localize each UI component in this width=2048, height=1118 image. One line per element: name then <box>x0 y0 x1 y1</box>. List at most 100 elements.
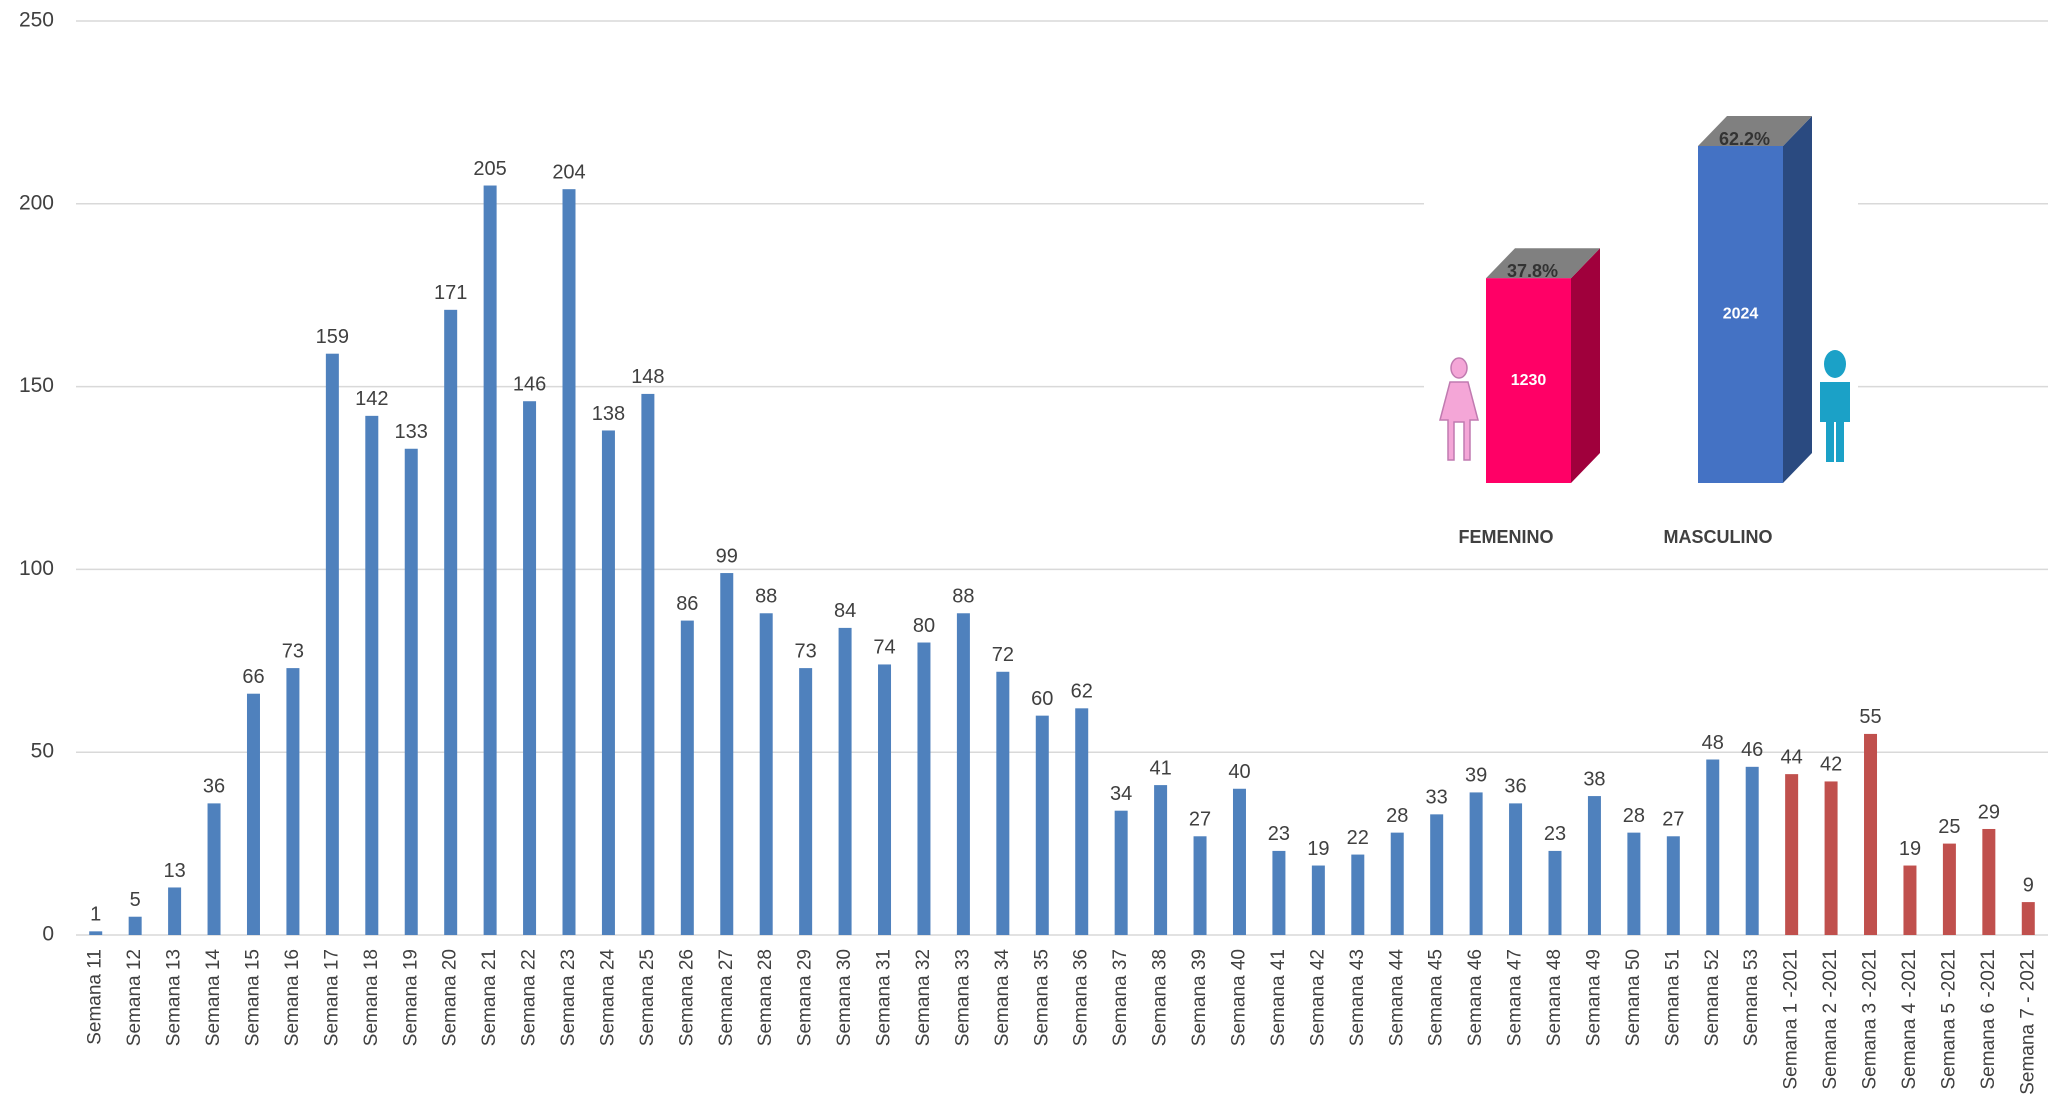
bar <box>562 189 576 935</box>
data-label: 36 <box>203 776 225 798</box>
data-label: 86 <box>676 593 698 615</box>
x-tick-label: Semana 47 <box>1505 949 1526 1046</box>
x-tick-label: Semana 53 <box>1741 949 1762 1046</box>
data-label: 133 <box>395 421 428 443</box>
x-tick-label: Semana 31 <box>874 949 895 1046</box>
data-label: 29 <box>1978 801 2000 823</box>
bar <box>483 185 497 935</box>
share-label: 62.2% <box>1719 129 1770 149</box>
data-label: 2024 <box>1723 306 1759 323</box>
data-label: 28 <box>1623 805 1645 827</box>
data-label: 148 <box>631 366 664 388</box>
bar <box>878 664 892 935</box>
x-tick-label: Semana 28 <box>755 949 776 1046</box>
data-label: 55 <box>1859 706 1881 728</box>
bar <box>89 931 103 935</box>
data-label: 80 <box>913 615 935 637</box>
bar <box>1982 828 1996 935</box>
data-label: 88 <box>952 586 974 608</box>
data-label: 40 <box>1228 761 1250 783</box>
bar <box>444 309 458 936</box>
data-label: 23 <box>1268 823 1290 845</box>
data-label: 5 <box>130 889 141 911</box>
bar <box>1390 832 1404 935</box>
data-label: 36 <box>1504 776 1526 798</box>
bar <box>1706 759 1720 935</box>
x-tick-label: Semana 30 <box>834 949 855 1046</box>
x-tick-label: Semana 27 <box>716 949 737 1046</box>
x-tick-label: Semana 25 <box>637 949 658 1046</box>
data-label: 73 <box>282 640 304 662</box>
bar <box>1075 708 1089 935</box>
bar <box>365 415 379 935</box>
data-label: 39 <box>1465 765 1487 787</box>
data-label: 159 <box>316 326 349 348</box>
data-label: 27 <box>1189 809 1211 831</box>
x-tick-label: Semana 39 <box>1189 949 1210 1046</box>
bar <box>1193 836 1207 935</box>
bar <box>1509 803 1523 935</box>
bar <box>1430 814 1444 935</box>
x-tick-label: Semana 17 <box>321 949 342 1046</box>
data-label: 19 <box>1899 838 1921 860</box>
data-label: 138 <box>592 403 625 425</box>
bar-top <box>1486 248 1600 279</box>
bar <box>246 693 260 935</box>
x-tick-label: Semana 24 <box>597 949 618 1047</box>
x-tick-label: Semana 38 <box>1150 949 1171 1046</box>
data-label: 44 <box>1781 746 1803 768</box>
data-label: 84 <box>834 600 856 622</box>
bar <box>1666 836 1680 935</box>
bar <box>1232 788 1246 935</box>
x-tick-label: Semana 33 <box>952 949 973 1046</box>
x-tick-label: Semana 14 <box>203 949 224 1047</box>
bar <box>1903 865 1917 935</box>
bar-side <box>1783 116 1812 483</box>
data-label: 142 <box>355 388 388 410</box>
data-label: 205 <box>473 158 506 180</box>
bar <box>917 642 931 935</box>
bar <box>325 353 339 935</box>
bar <box>759 613 773 935</box>
x-tick-label: Semana 32 <box>913 949 934 1046</box>
y-tick-label: 250 <box>19 9 54 32</box>
x-tick-label: Semana 1 -2021 <box>1781 949 1802 1090</box>
bar <box>1486 278 1571 483</box>
data-label: 19 <box>1307 838 1329 860</box>
data-label: 38 <box>1583 768 1605 790</box>
x-tick-label: Semana 50 <box>1623 949 1644 1046</box>
data-label: 46 <box>1741 739 1763 761</box>
x-tick-label: Semana 44 <box>1386 949 1407 1047</box>
x-tick-label: Semana 22 <box>519 949 540 1046</box>
bar <box>207 803 221 935</box>
data-label: 146 <box>513 374 546 396</box>
bar <box>996 671 1010 935</box>
x-tick-label: Semana 7 - 2021 <box>2017 949 2038 1095</box>
data-label: 48 <box>1702 732 1724 754</box>
bar <box>404 448 418 935</box>
bar <box>1311 865 1325 935</box>
bar <box>601 430 615 935</box>
x-tick-label: Semana 4 -2021 <box>1899 949 1920 1090</box>
bar <box>2021 902 2035 935</box>
x-tick-label: Semana 35 <box>1031 949 1052 1046</box>
data-label: 74 <box>873 637 895 659</box>
share-label: 37.8% <box>1507 261 1558 281</box>
x-tick-label: Semana 43 <box>1347 949 1368 1046</box>
y-tick-label: 0 <box>42 923 54 946</box>
data-label: 13 <box>163 860 185 882</box>
data-label: 33 <box>1426 787 1448 809</box>
data-label: 34 <box>1110 783 1132 805</box>
bar <box>1351 854 1365 935</box>
bar <box>1154 785 1168 935</box>
bar-side <box>1571 248 1600 483</box>
bar <box>1469 792 1483 935</box>
data-label: 41 <box>1149 757 1171 779</box>
data-label: 1 <box>90 904 101 926</box>
bar <box>680 620 694 935</box>
bar <box>128 916 142 935</box>
x-tick-label: Semana 51 <box>1662 949 1683 1046</box>
male-icon <box>1820 350 1850 462</box>
